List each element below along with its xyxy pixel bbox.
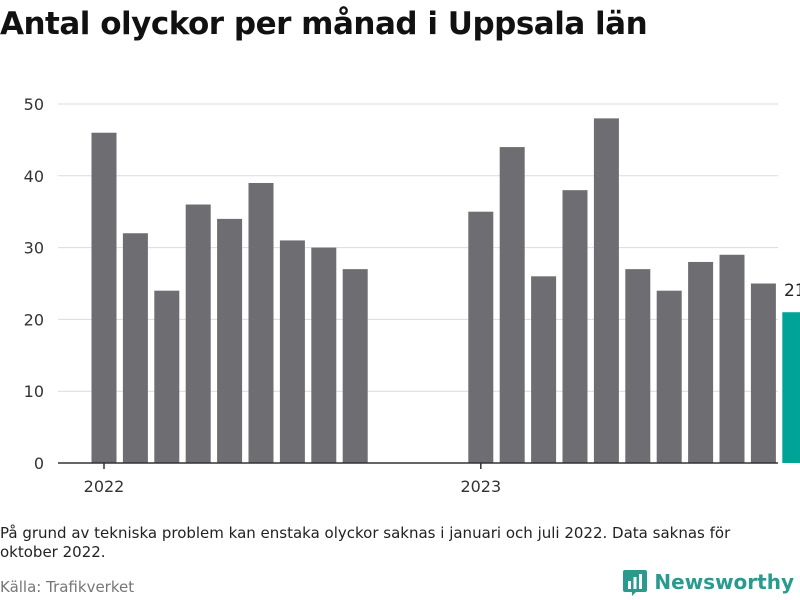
bar <box>154 290 180 463</box>
bar <box>531 276 557 463</box>
bar <box>468 211 494 463</box>
bar <box>217 218 243 463</box>
brand-logo[interactable]: Newsworthy <box>622 568 794 596</box>
bar <box>750 283 776 463</box>
chart-title: Antal olyckor per månad i Uppsala län <box>0 6 648 42</box>
y-tick-label: 50 <box>24 95 44 114</box>
bar <box>185 204 211 463</box>
y-tick-label: 40 <box>24 167 44 186</box>
bar <box>279 240 305 463</box>
bar <box>719 254 745 463</box>
bar <box>342 269 368 463</box>
source-text: Källa: Trafikverket <box>0 578 135 596</box>
bar <box>688 261 714 463</box>
y-tick-label: 20 <box>24 310 44 329</box>
bar <box>625 269 651 463</box>
y-tick-label: 0 <box>34 454 44 473</box>
bar <box>656 290 682 463</box>
bar <box>91 132 117 463</box>
y-tick-label: 10 <box>24 382 44 401</box>
bar <box>593 118 619 464</box>
bar <box>499 147 525 463</box>
chart-note: På grund av tekniska problem kan enstaka… <box>0 524 731 561</box>
bar-chart-logo-icon <box>623 570 648 596</box>
x-tick-label: 2022 <box>84 477 125 496</box>
y-tick-label: 30 <box>24 239 44 258</box>
bar <box>122 233 148 463</box>
bar <box>562 190 588 463</box>
bar-chart: 0 10 20 30 40 50 21 2022 2023 <box>24 95 800 496</box>
bar-highlight <box>782 312 800 463</box>
x-tick-label: 2023 <box>460 477 501 496</box>
bar <box>248 182 274 463</box>
data-label: 21 <box>784 281 800 301</box>
bar <box>311 247 337 463</box>
brand-name: Newsworthy <box>654 570 794 594</box>
